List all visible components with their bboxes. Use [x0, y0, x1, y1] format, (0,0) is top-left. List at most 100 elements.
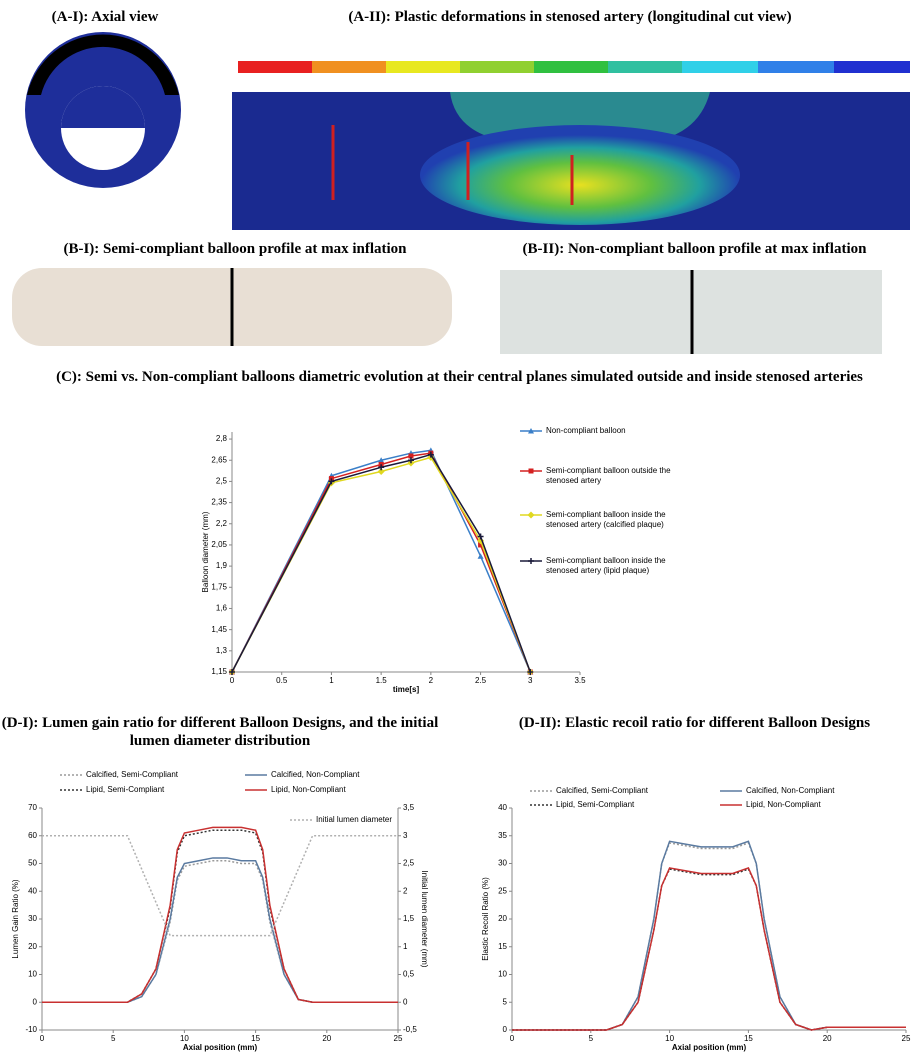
y-tick-label: 0	[33, 997, 38, 1006]
series-line	[512, 868, 906, 1031]
series-line	[42, 859, 398, 1003]
marker	[378, 457, 385, 463]
y-tick-label: 2,2	[216, 519, 228, 528]
y-tick-label: 0	[503, 1025, 508, 1034]
series-line	[512, 840, 906, 1031]
marker	[527, 669, 534, 675]
y-tick-label: 10	[28, 970, 37, 979]
y-tick-label: 1,3	[216, 646, 228, 655]
y-tick-label: 25	[498, 886, 507, 895]
legend-marker	[528, 558, 534, 564]
marker	[229, 669, 235, 675]
chart-title: (D-I): Lumen gain ratio for different Ba…	[1, 715, 439, 749]
x-tick-label: 25	[394, 1034, 403, 1043]
x-tick-label: 2	[429, 676, 434, 685]
legend-label: Lipid, Semi-Compliant	[556, 800, 635, 809]
x-tick-label: 3.5	[574, 676, 586, 685]
y-tick-label: 1,45	[211, 625, 227, 634]
legend-label: Semi-compliant balloon outside the steno…	[546, 466, 671, 485]
y2-tick-label: 3	[403, 831, 408, 840]
legend-marker	[528, 468, 534, 474]
marker	[408, 453, 414, 459]
panel-title: (A-I): Axial view	[51, 9, 159, 25]
x-tick-label: 5	[111, 1034, 116, 1043]
y-axis-label: Balloon diameter (mm)	[201, 511, 210, 592]
y2-tick-label: 0,5	[403, 970, 415, 979]
x-tick-label: 0.5	[276, 676, 288, 685]
y-tick-label: 1,6	[216, 604, 228, 613]
y2-tick-label: 1	[403, 942, 408, 951]
panel-title: (B-II): Non-compliant balloon profile at…	[522, 241, 867, 257]
y-axis-label: Lumen Gain Ratio (%)	[11, 879, 20, 958]
x-tick-label: 10	[180, 1034, 189, 1043]
longitudinal-view-image	[232, 92, 910, 230]
y-tick-label: 35	[498, 831, 507, 840]
semi-compliant-balloon-image	[12, 268, 452, 346]
y2-tick-label: 3,5	[403, 803, 415, 812]
marker	[407, 457, 414, 464]
x-tick-label: 15	[744, 1034, 753, 1043]
legend-label: Initial lumen diameter	[316, 815, 393, 824]
x-tick-label: 0	[40, 1034, 45, 1043]
y-tick-label: 1,15	[211, 667, 227, 676]
series-line	[42, 829, 398, 1003]
x-tick-label: 20	[322, 1034, 331, 1043]
series-line	[42, 826, 398, 1003]
marker	[378, 464, 385, 471]
x-tick-label: 10	[665, 1034, 674, 1043]
x-tick-label: 25	[902, 1034, 911, 1043]
y-tick-label: 50	[28, 859, 37, 868]
y-tick-label: 30	[28, 914, 37, 923]
chart-title: (C): Semi vs. Non-compliant balloons dia…	[56, 369, 863, 385]
marker	[478, 542, 484, 548]
y-tick-label: 1,75	[211, 582, 227, 591]
series-line	[231, 452, 531, 673]
y-tick-label: -10	[25, 1025, 37, 1034]
y2-axis-label: Initial lumen diameter (mm)	[420, 871, 429, 968]
legend-label: Semi-compliant balloon inside the stenos…	[546, 510, 666, 529]
non-compliant-balloon-image	[500, 270, 882, 354]
marker	[477, 533, 484, 540]
x-tick-label: 0	[230, 676, 235, 685]
y-tick-label: 70	[28, 803, 37, 812]
y2-tick-label: 1,5	[403, 914, 415, 923]
series-line	[512, 842, 906, 1031]
legend-label: Lipid, Semi-Compliant	[86, 785, 165, 794]
y-tick-label: 5	[503, 997, 508, 1006]
x-tick-label: 2.5	[475, 676, 487, 685]
y-tick-label: 10	[498, 970, 507, 979]
x-axis-label: Axial position (mm)	[672, 1043, 747, 1052]
x-tick-label: 15	[251, 1034, 260, 1043]
x-axis-label: time[s]	[393, 685, 420, 694]
series-line	[231, 449, 531, 673]
series-line	[512, 867, 906, 1031]
y-tick-label: 15	[498, 942, 507, 951]
legend-marker	[527, 511, 535, 519]
legend-label: Lipid, Non-Compliant	[271, 785, 346, 794]
legend-label: Semi-compliant balloon inside the stenos…	[546, 556, 666, 575]
legend-label: Calcified, Non-Compliant	[271, 770, 360, 779]
x-tick-label: 1.5	[376, 676, 388, 685]
marker	[477, 553, 484, 559]
y2-tick-label: -0,5	[403, 1025, 417, 1034]
colorbar	[238, 61, 910, 73]
marker	[427, 451, 434, 458]
panel-title: (B-I): Semi-compliant balloon profile at…	[63, 241, 407, 257]
x-tick-label: 5	[589, 1034, 594, 1043]
marker	[328, 478, 335, 485]
legend-label: Calcified, Semi-Compliant	[86, 770, 179, 779]
legend-label: Lipid, Non-Compliant	[746, 800, 821, 809]
x-axis-label: Axial position (mm)	[183, 1043, 258, 1052]
y-tick-label: 2,65	[211, 455, 227, 464]
series-line	[231, 453, 531, 673]
axial-view-image	[25, 32, 181, 188]
marker	[377, 468, 385, 476]
x-tick-label: 1	[329, 676, 334, 685]
y-tick-label: 40	[498, 803, 507, 812]
x-tick-label: 3	[528, 676, 533, 685]
y-tick-label: 30	[498, 859, 507, 868]
legend-label: Non-compliant balloon	[546, 426, 626, 435]
y-tick-label: 20	[28, 942, 37, 951]
